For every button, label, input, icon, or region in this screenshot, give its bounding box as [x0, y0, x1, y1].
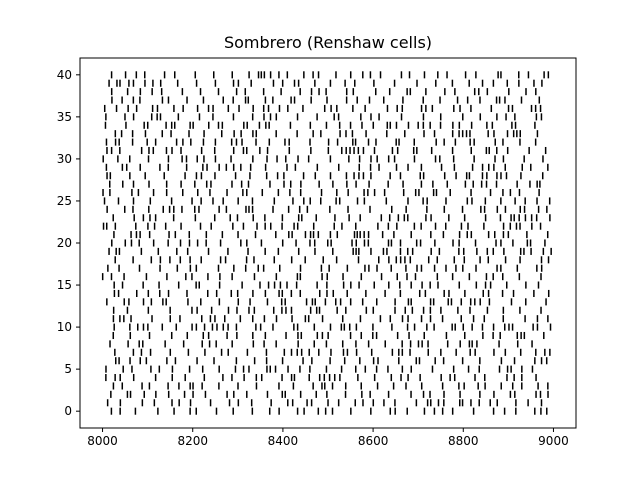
y-tick-label: 10 — [57, 320, 72, 334]
y-tick-label: 0 — [64, 404, 72, 418]
y-tick-label: 25 — [57, 194, 72, 208]
y-tick-label: 35 — [57, 110, 72, 124]
y-tick-label: 15 — [57, 278, 72, 292]
x-tick-label: 9000 — [538, 434, 569, 448]
x-tick-label: 8800 — [448, 434, 479, 448]
spike-raster — [101, 71, 552, 415]
x-axis: 8000 8200 8400 8600 8800 9000 — [87, 428, 569, 448]
chart-title: Sombrero (Renshaw cells) — [224, 33, 432, 52]
x-tick-label: 8400 — [268, 434, 299, 448]
y-axis: 0 5 10 15 20 25 30 35 40 — [57, 68, 80, 418]
x-tick-label: 8000 — [87, 434, 118, 448]
x-tick-label: 8200 — [177, 434, 208, 448]
y-tick-label: 20 — [57, 236, 72, 250]
x-tick-label: 8600 — [358, 434, 389, 448]
y-tick-label: 5 — [64, 362, 72, 376]
y-tick-label: 40 — [57, 68, 72, 82]
y-tick-label: 30 — [57, 152, 72, 166]
